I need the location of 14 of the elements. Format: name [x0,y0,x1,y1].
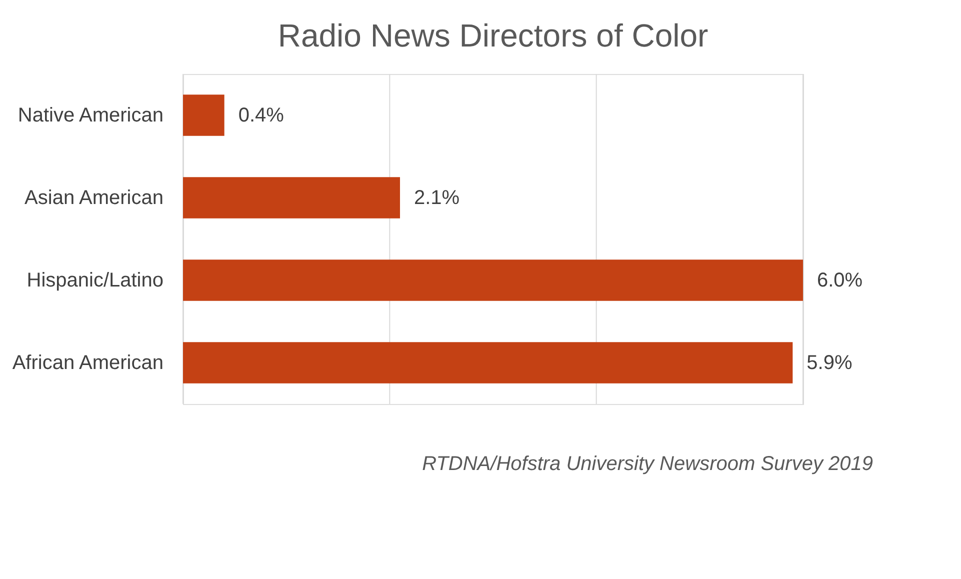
y-tick-label: Native American [18,104,164,126]
chart-title: Radio News Directors of Color [278,18,709,54]
text: RTDNA/Hofstra University Newsroom Survey 2019 [422,453,873,475]
y-tick-label: Hispanic/Latino [26,269,164,292]
bar [183,260,803,301]
y-tick-label: Asian American [24,186,164,209]
data-label: 6.0% [817,269,863,292]
data-label: 2.1% [414,186,460,209]
data-label: 0.4% [238,104,284,126]
data-label: 5.9% [806,352,852,374]
y-tick-label: African American [12,352,164,374]
bar [183,177,400,218]
bar [183,342,793,384]
bar [183,94,224,136]
